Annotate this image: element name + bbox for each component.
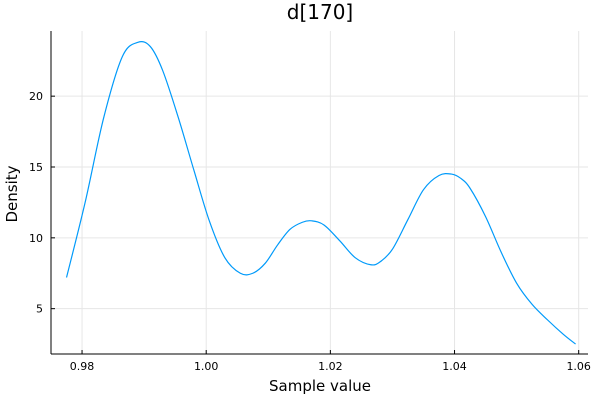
y-tick-label: 15 xyxy=(29,161,43,174)
density-line xyxy=(65,41,576,345)
series xyxy=(65,41,576,345)
y-tick-label: 5 xyxy=(36,303,43,316)
ticks: 0.98 1.00 1.02 1.04 1.06 5 10 15 20 xyxy=(29,90,591,373)
y-tick-label: 20 xyxy=(29,90,43,103)
y-axis-label: Density xyxy=(3,165,21,222)
x-axis-label: Sample value xyxy=(269,377,371,395)
y-tick-label: 10 xyxy=(29,232,43,245)
chart-title: d[170] xyxy=(287,0,353,24)
x-tick-label: 1.02 xyxy=(318,360,343,373)
x-tick-label: 1.00 xyxy=(194,360,219,373)
x-tick-label: 1.06 xyxy=(566,360,591,373)
x-tick-label: 1.04 xyxy=(442,360,467,373)
axes xyxy=(50,31,588,355)
grid xyxy=(51,31,588,354)
x-tick-label: 0.98 xyxy=(70,360,95,373)
